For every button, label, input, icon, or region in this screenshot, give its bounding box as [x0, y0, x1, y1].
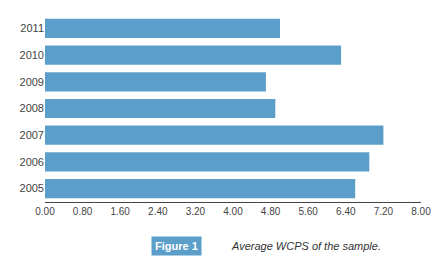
- svg-text:2010: 2010: [20, 49, 44, 61]
- svg-text:5.60: 5.60: [298, 206, 318, 217]
- svg-text:6.40: 6.40: [336, 206, 356, 217]
- svg-text:0.80: 0.80: [73, 206, 93, 217]
- svg-text:2009: 2009: [20, 76, 44, 88]
- svg-text:2006: 2006: [20, 156, 44, 168]
- svg-text:4.00: 4.00: [223, 206, 243, 217]
- svg-text:8.00: 8.00: [411, 206, 431, 217]
- svg-text:0.00: 0.00: [35, 206, 55, 217]
- svg-text:1.60: 1.60: [110, 206, 130, 217]
- svg-text:2011: 2011: [20, 22, 44, 34]
- svg-text:2008: 2008: [20, 102, 44, 114]
- svg-text:2.40: 2.40: [148, 206, 168, 217]
- svg-text:4.80: 4.80: [261, 206, 281, 217]
- svg-text:2007: 2007: [20, 129, 44, 141]
- svg-text:Average WCPS of the sample.: Average WCPS of the sample.: [231, 240, 381, 252]
- svg-text:3.20: 3.20: [186, 206, 206, 217]
- svg-text:2005: 2005: [20, 182, 44, 194]
- svg-text:7.20: 7.20: [374, 206, 394, 217]
- svg-text:Figure 1: Figure 1: [155, 240, 198, 252]
